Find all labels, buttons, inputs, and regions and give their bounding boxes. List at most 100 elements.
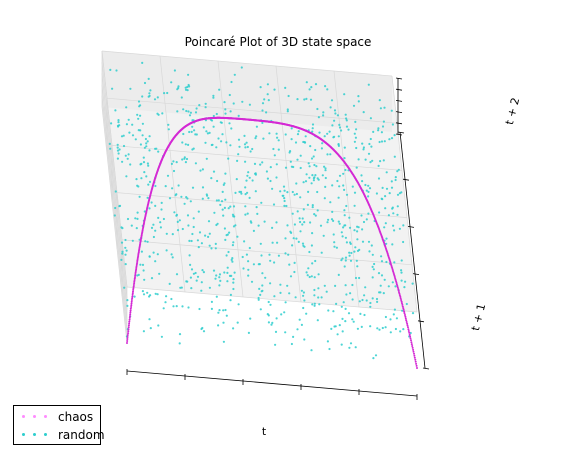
random-point: [181, 158, 184, 161]
chaos-point: [406, 322, 409, 325]
chaos-point: [130, 300, 133, 303]
chaos-point: [410, 339, 412, 342]
grid-line: [101, 50, 128, 288]
random-point: [240, 66, 243, 69]
random-point: [225, 314, 228, 317]
random-point: [229, 110, 232, 113]
random-point: [263, 220, 266, 223]
random-point: [310, 349, 313, 352]
random-point: [201, 197, 204, 200]
random-point: [389, 331, 392, 334]
random-point: [260, 290, 263, 293]
random-point: [154, 229, 157, 232]
random-point: [364, 183, 367, 187]
random-point: [133, 295, 136, 298]
random-point: [232, 281, 235, 284]
random-point: [316, 107, 319, 111]
random-point: [343, 157, 346, 160]
random-point: [411, 312, 415, 315]
random-point: [164, 301, 167, 304]
random-point: [287, 253, 290, 256]
random-point: [141, 134, 144, 137]
random-point: [213, 211, 216, 214]
random-point: [224, 112, 227, 115]
random-point: [379, 107, 382, 110]
random-point: [367, 212, 370, 215]
random-point: [356, 265, 359, 268]
random-point: [297, 130, 300, 133]
random-point: [289, 160, 292, 163]
random-point: [314, 83, 318, 86]
random-point: [207, 197, 210, 200]
random-point: [187, 143, 190, 146]
random-point: [391, 206, 394, 209]
random-point: [142, 156, 145, 159]
random-point: [331, 124, 334, 127]
random-point: [396, 213, 399, 216]
random-point: [311, 174, 314, 177]
chaos-point: [136, 262, 138, 265]
random-point: [403, 286, 406, 289]
random-point: [321, 174, 324, 177]
y-axis-label: t + 1: [469, 302, 488, 332]
random-point: [170, 162, 173, 165]
chaos-point: [132, 287, 135, 290]
chaos-point: [131, 293, 134, 296]
random-point: [356, 327, 359, 330]
random-point: [121, 227, 124, 230]
random-point: [142, 293, 146, 296]
random-point: [146, 162, 149, 165]
random-point: [284, 133, 287, 136]
random-point: [235, 178, 238, 181]
random-point: [116, 157, 119, 160]
random-point: [345, 193, 349, 196]
random-point: [283, 204, 286, 207]
random-point: [296, 210, 299, 213]
chaos-point: [414, 360, 417, 363]
random-point: [236, 321, 239, 324]
random-point: [363, 313, 366, 317]
random-point: [147, 95, 150, 98]
random-point: [251, 179, 254, 182]
random-point: [230, 127, 233, 130]
random-point: [120, 241, 124, 244]
random-point: [301, 217, 304, 220]
random-point: [351, 283, 354, 287]
random-point: [369, 325, 372, 328]
random-point: [147, 77, 150, 80]
random-point: [275, 176, 278, 179]
random-point: [236, 235, 239, 238]
random-point: [310, 86, 313, 89]
random-point: [338, 324, 341, 327]
random-point: [361, 142, 364, 145]
random-point: [311, 130, 314, 133]
random-point: [302, 208, 305, 211]
chaos-point: [393, 273, 395, 276]
random-point: [375, 297, 379, 301]
chaos-point: [402, 307, 405, 310]
random-point: [302, 294, 305, 297]
random-point: [175, 305, 178, 308]
random-point: [371, 297, 374, 300]
random-point: [154, 204, 157, 207]
y-tick: [422, 367, 430, 370]
random-point: [238, 145, 241, 148]
grid-line: [159, 55, 186, 293]
chaos-point: [135, 268, 138, 271]
random-point: [222, 340, 225, 343]
random-point: [277, 254, 280, 257]
random-point: [220, 200, 224, 203]
random-point: [330, 327, 333, 330]
random-point: [197, 210, 200, 213]
random-point: [313, 276, 316, 279]
random-point: [286, 284, 289, 287]
random-point: [385, 171, 388, 174]
random-point: [202, 126, 205, 129]
random-point: [344, 307, 347, 310]
random-point: [342, 184, 345, 187]
random-point: [217, 137, 220, 140]
chaos-point: [133, 282, 136, 285]
random-point: [170, 81, 173, 84]
grid-line: [333, 70, 360, 308]
random-point: [249, 150, 252, 153]
